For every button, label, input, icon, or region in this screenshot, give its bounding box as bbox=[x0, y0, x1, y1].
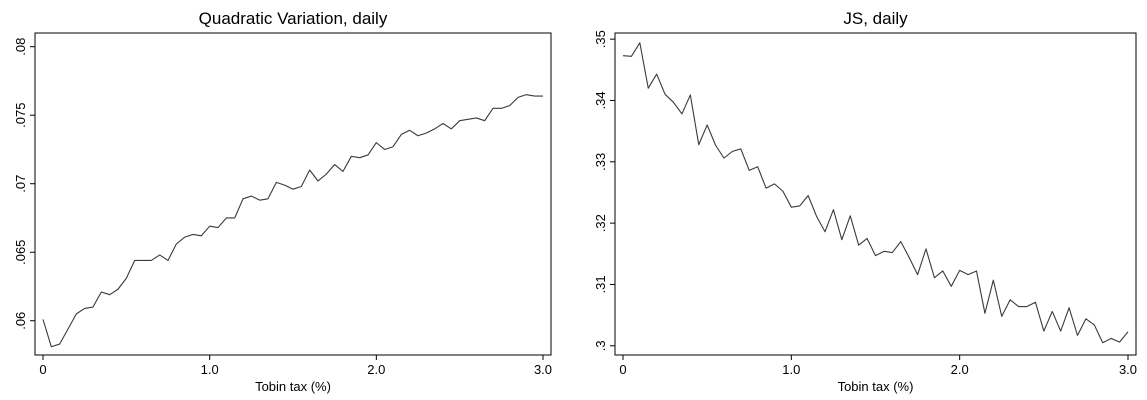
panel-1-y-tick-label: .065 bbox=[13, 240, 28, 265]
panel-1-title: Quadratic Variation, daily bbox=[199, 9, 388, 28]
panel-1-y-tick-label: .06 bbox=[13, 312, 28, 330]
panel-2-y-tick-label: .34 bbox=[593, 91, 608, 109]
panel-2-x-axis-label: Tobin tax (%) bbox=[838, 379, 914, 394]
panel-2-y-tick-label: .32 bbox=[593, 214, 608, 232]
panel-1-x-axis-label: Tobin tax (%) bbox=[255, 379, 331, 394]
panel-2-x-tick-label: 0 bbox=[619, 362, 626, 377]
panel-2-x-tick-label: 3.0 bbox=[1119, 362, 1137, 377]
panel-2-x-tick-label: 1.0 bbox=[782, 362, 800, 377]
panel-1: Quadratic Variation, daily Tobin tax (%) 0… bbox=[13, 9, 552, 394]
panel-1-x-tick-label: 1.0 bbox=[201, 362, 219, 377]
panel-2-y-tick-label: .3 bbox=[593, 340, 608, 351]
panel-2-y-tick-label: .33 bbox=[593, 153, 608, 171]
panel-2-y-tick-label: .35 bbox=[593, 30, 608, 48]
panel-1-x-tick-label: 0 bbox=[39, 362, 46, 377]
panel-2-series-line bbox=[622, 42, 1129, 344]
panel-1-y-tick-label: .07 bbox=[13, 175, 28, 193]
panel-1-plot-frame bbox=[34, 32, 552, 356]
panel-2-plot-frame bbox=[614, 32, 1137, 356]
panel-2-x-tick-label: 2.0 bbox=[951, 362, 969, 377]
panel-1-x-tick-label: 3.0 bbox=[534, 362, 552, 377]
panel-1-y-tick-label: .075 bbox=[13, 103, 28, 128]
panel-1-x-tick-label: 2.0 bbox=[367, 362, 385, 377]
panel-1-y-tick-label: .08 bbox=[13, 38, 28, 56]
panel-2-title: JS, daily bbox=[843, 9, 908, 28]
panel-2: JS, daily Tobin tax (%) 0 1.0 2.0 3.0 .3 .31 .32… bbox=[593, 9, 1137, 394]
panel-1-series-line bbox=[42, 94, 543, 348]
panel-2-y-tick-label: .31 bbox=[593, 275, 608, 293]
